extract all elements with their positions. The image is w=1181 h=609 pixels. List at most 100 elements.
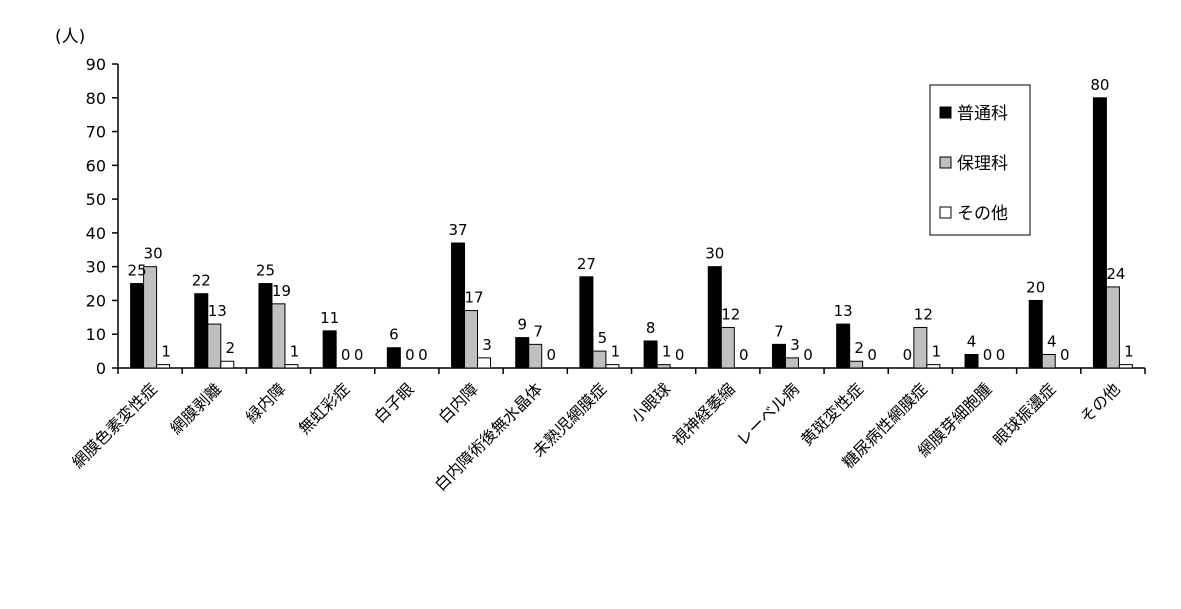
data-label: 13	[208, 302, 227, 320]
data-label: 1	[932, 343, 942, 361]
x-tick-label: 白内障術後無水晶体	[431, 379, 546, 494]
x-tick-label: 黄斑変性症	[797, 379, 867, 449]
data-label: 0	[341, 346, 351, 364]
y-axis: 0 10 20 30 40 50 60 70 80 90	[86, 55, 119, 378]
data-label: 19	[272, 282, 291, 300]
bar	[1041, 353, 1056, 369]
x-tick-label: 白子眼	[370, 379, 417, 426]
data-label: 1	[662, 343, 672, 361]
bar	[156, 364, 171, 369]
legend-label: その他	[957, 204, 1008, 224]
x-tick-label: 網膜色素変性症	[68, 379, 161, 472]
data-label: 80	[1090, 76, 1109, 94]
data-label: 0	[739, 346, 749, 364]
y-axis-unit-label: (人)	[55, 27, 85, 47]
legend-label: 普通科	[957, 104, 1008, 124]
bar	[720, 326, 735, 369]
data-label: 0	[354, 346, 364, 364]
data-label: 0	[1060, 346, 1070, 364]
data-label: 0	[675, 346, 685, 364]
data-label: 27	[577, 255, 596, 273]
data-label: 0	[983, 346, 993, 364]
y-tick-label: 40	[86, 224, 106, 243]
data-label: 20	[1026, 278, 1045, 296]
bar	[220, 360, 235, 369]
bar	[464, 310, 479, 369]
data-label: 30	[144, 245, 163, 263]
bar	[515, 337, 530, 369]
data-label: 3	[790, 336, 800, 354]
data-label: 25	[256, 262, 275, 280]
x-tick-label: 眼球振盪症	[990, 379, 1060, 449]
data-label: 1	[611, 343, 621, 361]
data-label: 13	[834, 302, 853, 320]
x-tick-label: 白内障	[434, 379, 481, 426]
bar	[451, 242, 466, 369]
y-tick-label: 90	[86, 55, 106, 74]
data-label: 7	[774, 322, 784, 340]
data-label: 0	[867, 346, 877, 364]
bar	[386, 347, 401, 369]
data-label: 12	[721, 305, 740, 323]
legend-swatch	[939, 156, 952, 169]
legend-swatch	[939, 206, 952, 219]
data-label: 0	[405, 346, 415, 364]
bar	[1105, 286, 1120, 369]
data-label: 0	[803, 346, 813, 364]
data-label: 0	[418, 346, 428, 364]
legend-label: 保理科	[957, 154, 1008, 174]
data-label: 22	[192, 272, 211, 290]
y-tick-label: 20	[86, 291, 106, 310]
y-tick-label: 10	[86, 325, 106, 344]
y-tick-label: 30	[86, 258, 106, 277]
data-label: 2	[226, 339, 236, 357]
bar	[849, 360, 864, 369]
legend-swatch	[939, 106, 952, 119]
bar	[194, 293, 209, 369]
bar	[130, 283, 145, 369]
bar	[579, 276, 594, 369]
bar	[913, 326, 928, 369]
data-label: 9	[517, 316, 527, 334]
bars	[130, 97, 1133, 369]
bar	[605, 364, 620, 369]
data-label: 24	[1106, 265, 1125, 283]
bar	[207, 323, 222, 369]
bar	[656, 364, 671, 369]
data-label: 12	[914, 305, 933, 323]
data-label: 17	[464, 289, 483, 307]
data-label: 30	[705, 245, 724, 263]
bar	[271, 303, 286, 369]
bar	[643, 340, 658, 369]
bar	[528, 343, 543, 369]
data-label: 6	[389, 326, 399, 344]
bar	[1118, 364, 1133, 369]
bar	[964, 353, 979, 369]
bar	[477, 357, 492, 369]
x-tick-label: 視神経萎縮	[669, 379, 739, 449]
bar	[707, 266, 722, 369]
y-tick-label: 80	[86, 89, 106, 108]
x-tick-label: レーベル病	[733, 379, 803, 449]
bar	[1092, 97, 1107, 369]
x-tick-label: 緑内障	[242, 379, 289, 426]
x-axis	[117, 367, 1146, 374]
data-label: 2	[854, 339, 864, 357]
bar	[284, 364, 299, 369]
data-label: 1	[1124, 343, 1134, 361]
data-label: 4	[967, 332, 977, 350]
data-label: 0	[996, 346, 1006, 364]
data-label: 25	[128, 262, 147, 280]
bar	[784, 357, 799, 369]
data-label: 0	[903, 346, 913, 364]
bar	[258, 283, 273, 369]
data-label: 5	[598, 329, 608, 347]
bar	[1028, 299, 1043, 369]
x-tick-label: 網膜剥離	[166, 379, 225, 438]
bar	[592, 350, 607, 369]
data-label: 1	[161, 343, 171, 361]
y-tick-label: 50	[86, 190, 106, 209]
